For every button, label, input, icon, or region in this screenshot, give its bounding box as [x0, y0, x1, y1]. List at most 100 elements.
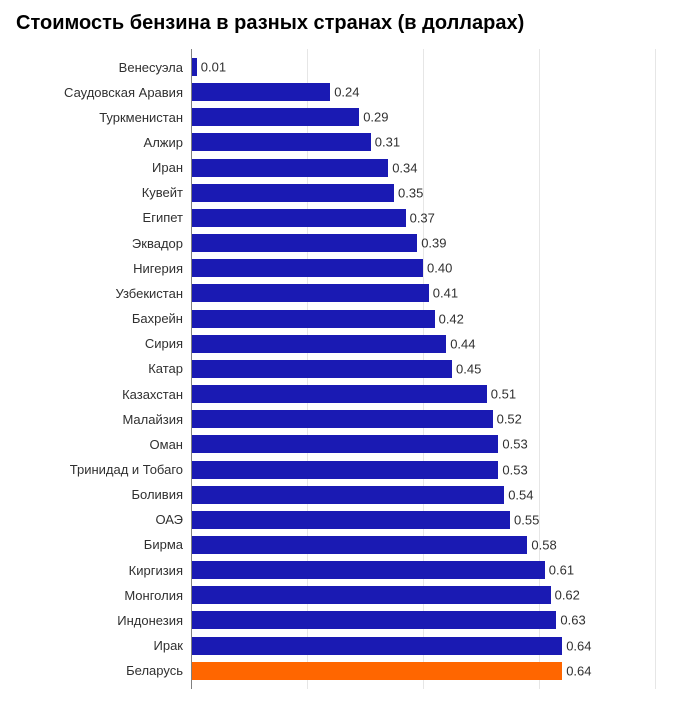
- y-axis-line: [191, 49, 192, 689]
- category-label: Узбекистан: [16, 286, 191, 301]
- bar-row: Оман0.53: [191, 434, 655, 454]
- bar: 0.53: [191, 435, 498, 453]
- bar-row: Бирма0.58: [191, 535, 655, 555]
- category-label: Саудовская Аравия: [16, 85, 191, 100]
- value-label: 0.63: [556, 613, 585, 628]
- bar: 0.40: [191, 259, 423, 277]
- category-label: Оман: [16, 437, 191, 452]
- bars-group: Венесуэла0.01 Саудовская Аравия0.24 Туркме…: [191, 57, 655, 681]
- bar-row: Монголия0.62: [191, 585, 655, 605]
- bar-row: Кувейт0.35: [191, 183, 655, 203]
- category-label: Малайзия: [16, 412, 191, 427]
- bar: 0.35: [191, 184, 394, 202]
- category-label: Алжир: [16, 135, 191, 150]
- bar-row: Казахстан0.51: [191, 384, 655, 404]
- value-label: 0.44: [446, 336, 475, 351]
- bar-row: Малайзия0.52: [191, 409, 655, 429]
- category-label: Ирак: [16, 638, 191, 653]
- value-label: 0.62: [551, 588, 580, 603]
- value-label: 0.53: [498, 437, 527, 452]
- bar: 0.55: [191, 511, 510, 529]
- category-label: ОАЭ: [16, 512, 191, 527]
- category-label: Туркменистан: [16, 110, 191, 125]
- bar-row: Египет0.37: [191, 208, 655, 228]
- bar-row: ОАЭ0.55: [191, 510, 655, 530]
- value-label: 0.51: [487, 387, 516, 402]
- category-label: Беларусь: [16, 663, 191, 678]
- bar: 0.58: [191, 536, 527, 554]
- category-label: Иран: [16, 160, 191, 175]
- bar-row: Ирак0.64: [191, 636, 655, 656]
- value-label: 0.29: [359, 110, 388, 125]
- bar-row: Нигерия0.40: [191, 258, 655, 278]
- category-label: Монголия: [16, 588, 191, 603]
- bar-row: Саудовская Аравия0.24: [191, 82, 655, 102]
- bar: 0.61: [191, 561, 545, 579]
- value-label: 0.53: [498, 462, 527, 477]
- bar-row: Алжир0.31: [191, 132, 655, 152]
- value-label: 0.58: [527, 537, 556, 552]
- value-label: 0.42: [435, 311, 464, 326]
- bar: 0.41: [191, 284, 429, 302]
- chart-title: Стоимость бензина в разных странах (в до…: [16, 12, 665, 35]
- value-label: 0.55: [510, 512, 539, 527]
- category-label: Тринидад и Тобаго: [16, 462, 191, 477]
- value-label: 0.64: [562, 638, 591, 653]
- bar: 0.51: [191, 385, 487, 403]
- value-label: 0.45: [452, 361, 481, 376]
- bar: 0.62: [191, 586, 551, 604]
- category-label: Боливия: [16, 487, 191, 502]
- bar: 0.29: [191, 108, 359, 126]
- category-label: Венесуэла: [16, 60, 191, 75]
- category-label: Катар: [16, 361, 191, 376]
- value-label: 0.52: [493, 412, 522, 427]
- value-label: 0.35: [394, 185, 423, 200]
- plot-area: Венесуэла0.01 Саудовская Аравия0.24 Туркме…: [191, 49, 655, 689]
- value-label: 0.64: [562, 663, 591, 678]
- category-label: Бирма: [16, 537, 191, 552]
- bar: 0.52: [191, 410, 493, 428]
- value-label: 0.54: [504, 487, 533, 502]
- bar-row: Катар0.45: [191, 359, 655, 379]
- chart-container: Венесуэла0.01Саудовская Аравия0.24Туркме…: [16, 49, 665, 689]
- value-label: 0.41: [429, 286, 458, 301]
- bar-row: Боливия0.54: [191, 485, 655, 505]
- bar: 0.39: [191, 234, 417, 252]
- bar: 0.64: [191, 637, 562, 655]
- bar-row: Туркменистан0.29: [191, 107, 655, 127]
- bar: 0.37: [191, 209, 406, 227]
- value-label: 0.31: [371, 135, 400, 150]
- category-label: Бахрейн: [16, 311, 191, 326]
- value-label: 0.01: [197, 60, 226, 75]
- bar-row: Тринидад и Тобаго0.53: [191, 460, 655, 480]
- category-label: Киргизия: [16, 563, 191, 578]
- bar: 0.63: [191, 611, 556, 629]
- category-label: Казахстан: [16, 387, 191, 402]
- bar-row: Эквадор0.39: [191, 233, 655, 253]
- category-label: Египет: [16, 210, 191, 225]
- bar: 0.42: [191, 310, 435, 328]
- category-label: Нигерия: [16, 261, 191, 276]
- gridline: [655, 49, 656, 689]
- bar-row: Бахрейн0.42: [191, 309, 655, 329]
- value-label: 0.61: [545, 563, 574, 578]
- value-label: 0.24: [330, 85, 359, 100]
- category-label: Эквадор: [16, 236, 191, 251]
- value-label: 0.40: [423, 261, 452, 276]
- bar: 0.44: [191, 335, 446, 353]
- bar-row: Беларусь0.64: [191, 661, 655, 681]
- bar-row: Индонезия0.63: [191, 610, 655, 630]
- bar: 0.64: [191, 662, 562, 680]
- bar: 0.45: [191, 360, 452, 378]
- bar-row: Киргизия0.61: [191, 560, 655, 580]
- bar: 0.54: [191, 486, 504, 504]
- category-label: Кувейт: [16, 185, 191, 200]
- value-label: 0.39: [417, 236, 446, 251]
- value-label: 0.37: [406, 210, 435, 225]
- bar-row: Сирия0.44: [191, 334, 655, 354]
- bar: 0.34: [191, 159, 388, 177]
- bar: 0.31: [191, 133, 371, 151]
- bar: 0.24: [191, 83, 330, 101]
- category-label: Сирия: [16, 336, 191, 351]
- bar-row: Венесуэла0.01: [191, 57, 655, 77]
